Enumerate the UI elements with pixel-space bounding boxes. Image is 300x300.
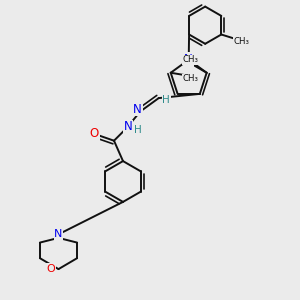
Text: H: H	[162, 94, 170, 105]
Text: H: H	[134, 124, 142, 135]
Text: N: N	[184, 53, 193, 66]
Text: CH₃: CH₃	[233, 38, 249, 46]
Text: N: N	[124, 120, 133, 134]
Text: N: N	[54, 229, 63, 239]
Text: N: N	[133, 103, 142, 116]
Text: O: O	[46, 264, 56, 274]
Text: O: O	[90, 127, 99, 140]
Text: CH₃: CH₃	[183, 56, 199, 64]
Text: CH₃: CH₃	[182, 74, 199, 83]
